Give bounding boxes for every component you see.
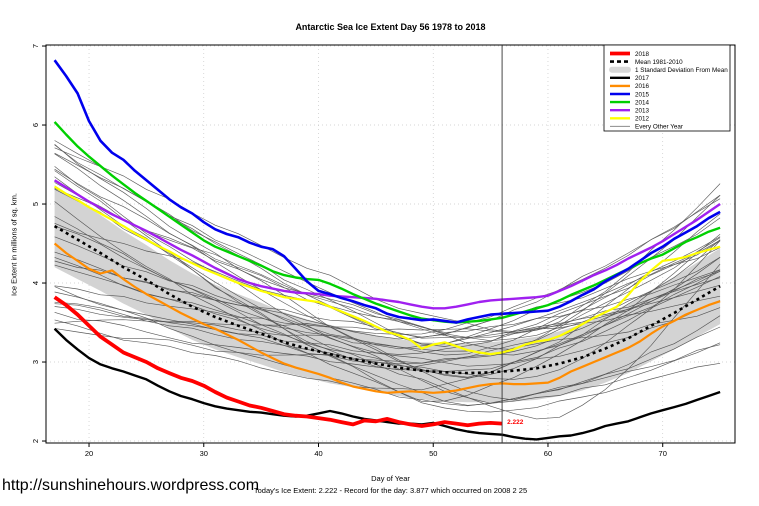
y-axis-title: Ice Extent in millions of sq. km. [9,193,19,296]
y-tick-label: 5 [31,202,40,206]
legend-label-2014: 2014 [635,99,650,106]
axis-labels: 20 30 40 50 60 70 2 3 4 5 6 7 [31,44,667,458]
footer-url: http://sunshinehours.wordpress.com [2,477,260,494]
x-tick-label: 30 [200,449,208,458]
other-year-line [54,276,721,372]
legend-label-2012: 2012 [635,116,650,123]
y-tick-label: 4 [31,281,40,285]
series-2012-line [54,185,721,356]
legend-label-mean-1981-2010: Mean 1981-2010 [635,59,683,66]
other-year-line [54,260,721,339]
other-year-line [54,291,721,365]
std-dev-band [54,185,721,403]
legend-swatch-1-standard-deviation-from-mean [609,66,631,73]
series-2018-line [53,295,503,428]
legend-label-2018: 2018 [635,51,650,58]
other-year-line [54,166,721,404]
series-mean-line [53,224,721,375]
axis-ticks [42,45,664,447]
other-year-line [54,300,721,367]
other-year-line [54,240,721,380]
other-year-line [54,144,721,379]
other-year-line [54,247,721,340]
legend-label-2015: 2015 [635,91,650,98]
series-2017-line [53,327,721,441]
x-tick-label: 40 [314,449,322,458]
series-2013-line [53,179,721,310]
x-tick-label: 50 [429,449,437,458]
other-year-line [54,201,721,413]
y-tick-label: 7 [31,44,40,48]
other-year-line [54,225,721,420]
footer-stats: Today's Ice Extent: 2.222 - Record for t… [253,486,528,495]
x-tick-label: 20 [85,449,93,458]
x-axis-title: Day of Year [371,474,410,483]
legend-label-2013: 2013 [635,108,650,115]
series-2016-line [53,242,721,394]
series-2015-line [53,59,721,324]
plot-layer [53,59,721,441]
other-year-line [54,188,721,342]
x-tick-label: 70 [659,449,667,458]
other-year-line [54,182,721,350]
other-year-line [54,236,721,350]
today-extent-annotation: 2.222 [507,419,524,427]
other-year-line [54,213,721,378]
legend-label-2017: 2017 [635,75,650,82]
other-year-line [54,188,721,355]
chart-title: Antarctic Sea Ice Extent Day 56 1978 to … [295,22,486,32]
legend-label-2016: 2016 [635,83,650,90]
legend-box [603,44,731,132]
legend-label-1-standard-deviation-from-mean: 1 Standard Deviation From Mean [635,67,728,74]
other-year-line [54,222,721,333]
y-tick-label: 2 [31,439,40,443]
x-tick-label: 60 [544,449,552,458]
y-tick-label: 6 [31,123,40,127]
legend-label-every-other-year: Every Other Year [635,124,683,131]
plot-border [45,44,736,444]
other-year-line [54,257,721,391]
y-tick-label: 3 [31,360,40,364]
